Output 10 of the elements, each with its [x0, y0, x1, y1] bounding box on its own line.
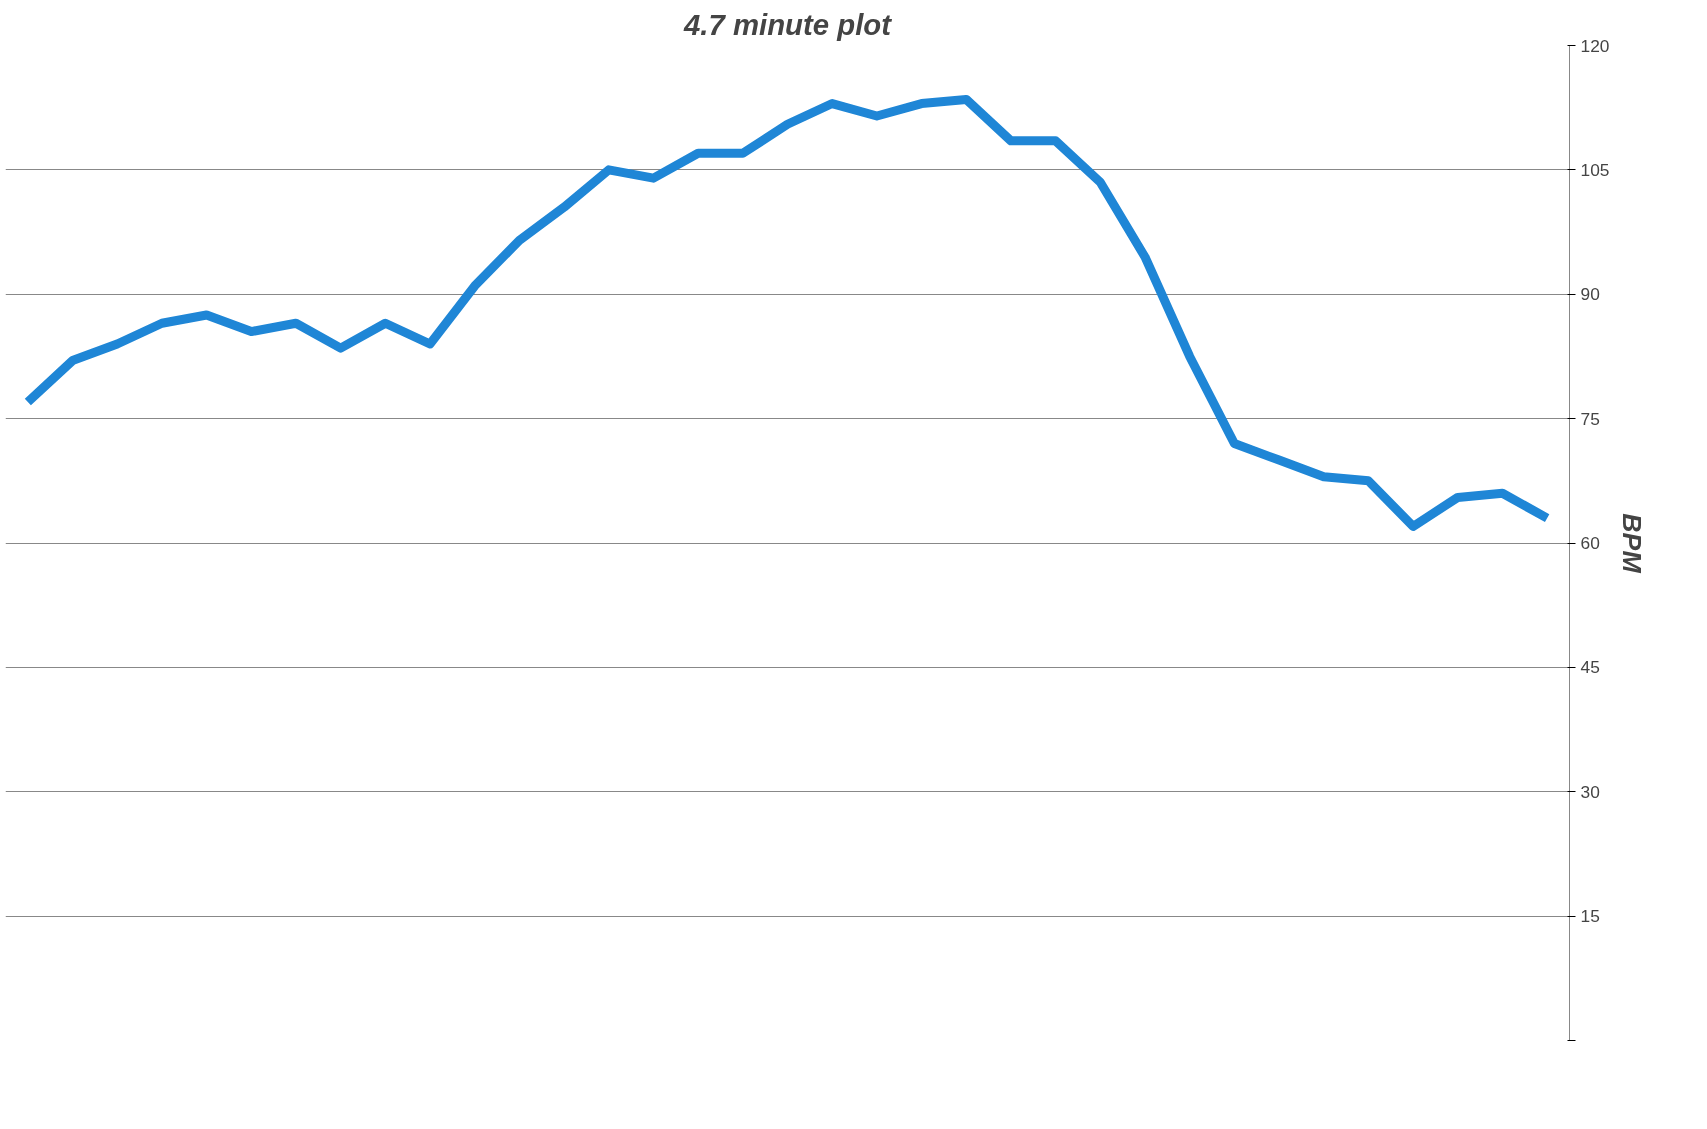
y-tick-label: 75: [1580, 408, 1600, 429]
y-tick-label: 105: [1580, 159, 1610, 180]
y-tick-label: 90: [1580, 284, 1600, 305]
y-tick-label: 45: [1580, 657, 1600, 678]
y-tick-label: 15: [1580, 906, 1600, 927]
y-tick-label: 30: [1580, 781, 1600, 802]
y-tick-label: 120: [1580, 35, 1610, 56]
chart-title: 4.7 minute plot: [683, 7, 893, 41]
y-axis-title: BPM: [1617, 513, 1648, 574]
y-tick-label: 60: [1580, 533, 1600, 553]
